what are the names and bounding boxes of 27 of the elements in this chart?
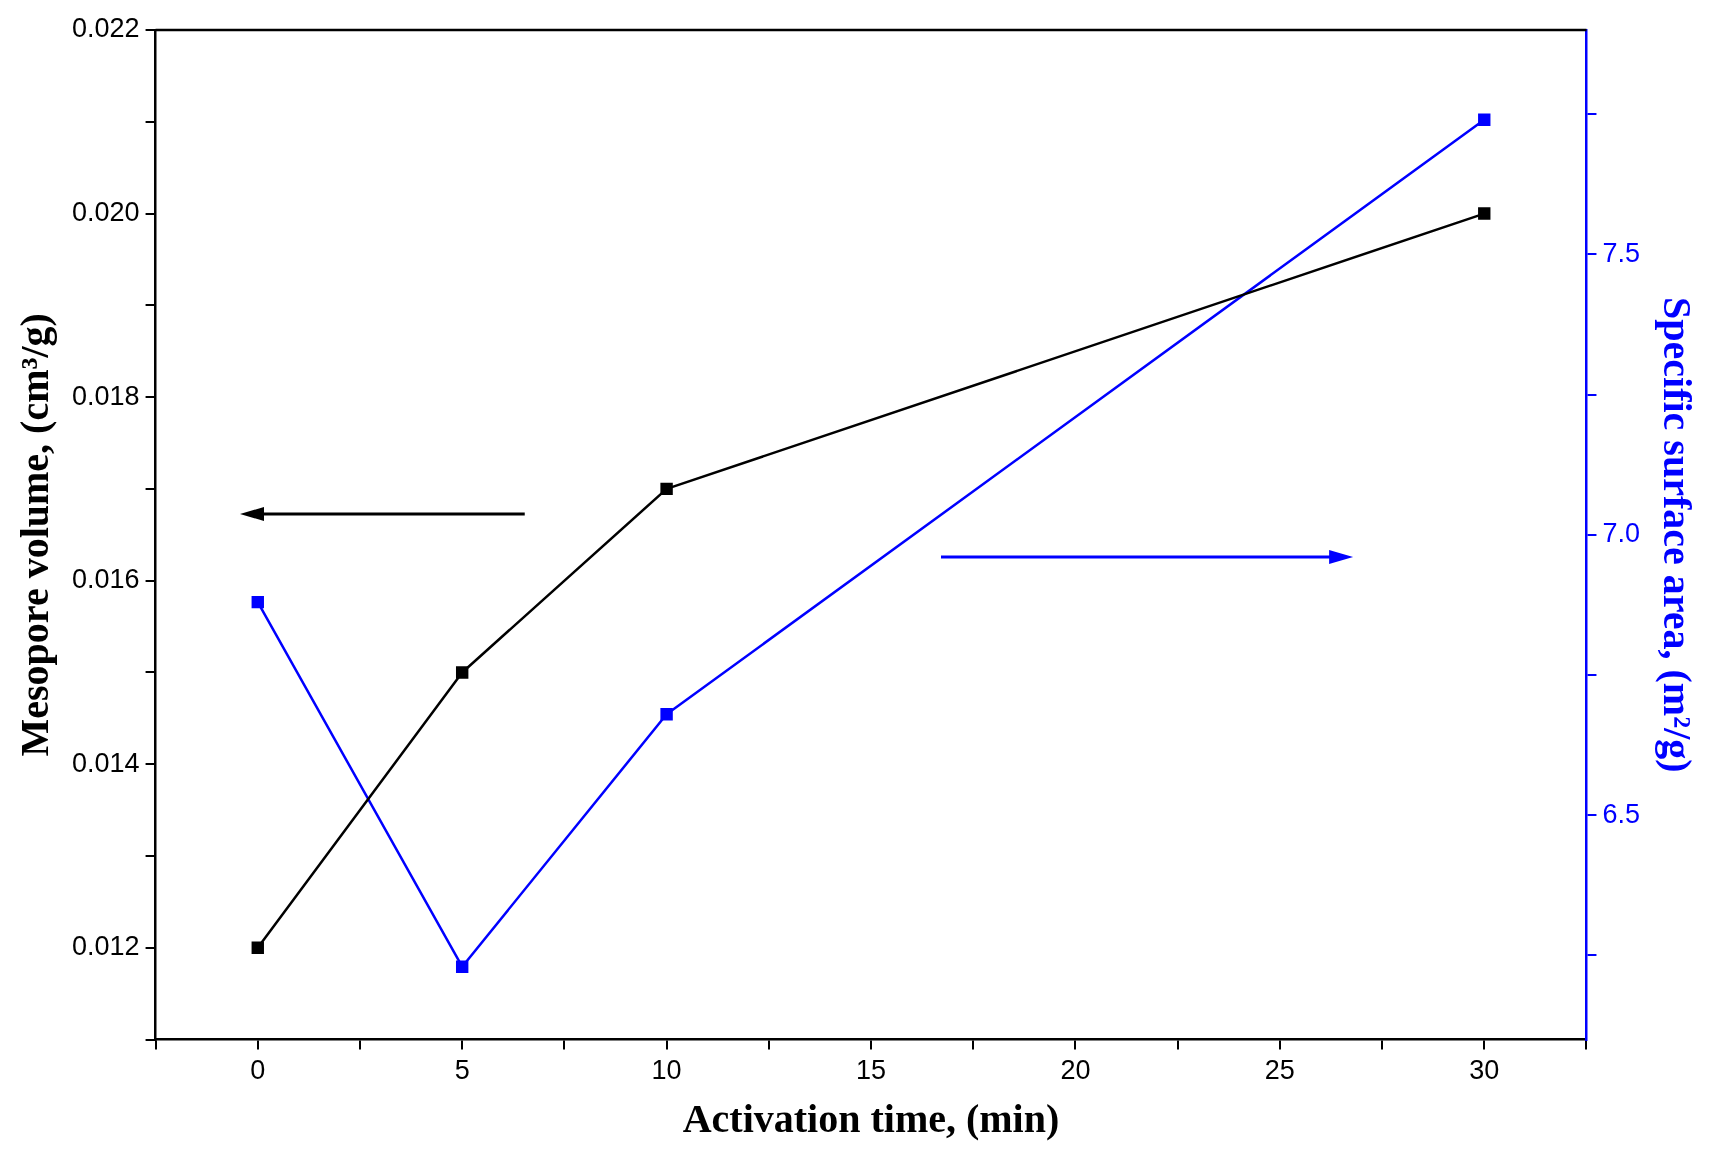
- x-tick-label: 0: [250, 1055, 266, 1086]
- point: [660, 482, 673, 496]
- x-tick-label: 15: [855, 1055, 887, 1086]
- y-tick-label: 0.014: [71, 747, 140, 778]
- y2-tick-label: 6.5: [1602, 798, 1641, 829]
- point: [455, 666, 469, 679]
- point: [1478, 207, 1491, 220]
- y-tick-label: 0.012: [71, 931, 140, 962]
- x-axis-title: Activation time, (min): [682, 1096, 1060, 1142]
- x-tick-label: 5: [454, 1055, 470, 1086]
- y-axis-title: Mesopore volume, (cm³/g): [12, 313, 58, 757]
- y2-tick-label: 7.5: [1602, 237, 1641, 268]
- y2-tick-label: 7.0: [1602, 518, 1641, 549]
- y-tick-label: 0.018: [71, 380, 140, 411]
- point: [251, 595, 264, 609]
- y-tick-label: 0.020: [71, 197, 140, 228]
- point: [455, 960, 469, 973]
- point: [251, 941, 264, 955]
- x-tick-label: 10: [651, 1055, 682, 1086]
- x-tick-label: 20: [1060, 1055, 1091, 1086]
- x-tick-label: 25: [1264, 1055, 1295, 1086]
- x-tick-label: 30: [1469, 1055, 1500, 1086]
- y2-axis-title: Specific surface area, (m²/g): [1654, 297, 1700, 773]
- point: [660, 708, 673, 721]
- y-tick-label: 0.016: [71, 564, 140, 595]
- point: [1478, 113, 1491, 126]
- y-tick-label: 0.022: [71, 13, 140, 44]
